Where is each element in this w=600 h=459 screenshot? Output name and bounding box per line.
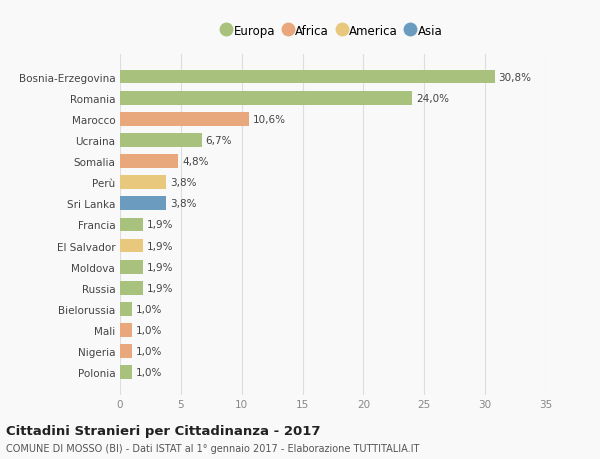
Text: 1,0%: 1,0% [136,325,162,335]
Bar [120,239,143,253]
Bar [120,345,132,358]
Bar [120,260,143,274]
Text: 4,8%: 4,8% [182,157,209,167]
Bar [120,281,143,295]
Bar [120,218,143,232]
Bar [120,197,166,211]
Text: 6,7%: 6,7% [205,135,232,146]
Bar [120,92,412,105]
Text: 1,9%: 1,9% [147,241,173,251]
Bar [120,112,249,126]
Bar [120,366,132,379]
Text: 1,0%: 1,0% [136,347,162,356]
Bar [120,302,132,316]
Bar [120,324,132,337]
Bar [120,176,166,190]
Text: 1,9%: 1,9% [147,262,173,272]
Text: 10,6%: 10,6% [253,115,286,124]
Bar [120,71,495,84]
Text: 3,8%: 3,8% [170,178,196,188]
Text: 1,9%: 1,9% [147,283,173,293]
Text: Cittadini Stranieri per Cittadinanza - 2017: Cittadini Stranieri per Cittadinanza - 2… [6,424,320,437]
Text: 24,0%: 24,0% [416,94,449,103]
Text: 3,8%: 3,8% [170,199,196,209]
Text: 30,8%: 30,8% [499,73,532,82]
Bar [120,155,178,168]
Text: COMUNE DI MOSSO (BI) - Dati ISTAT al 1° gennaio 2017 - Elaborazione TUTTITALIA.I: COMUNE DI MOSSO (BI) - Dati ISTAT al 1° … [6,443,419,453]
Text: 1,0%: 1,0% [136,304,162,314]
Bar [120,134,202,147]
Text: 1,9%: 1,9% [147,220,173,230]
Text: 1,0%: 1,0% [136,368,162,377]
Legend: Europa, Africa, America, Asia: Europa, Africa, America, Asia [218,20,448,43]
